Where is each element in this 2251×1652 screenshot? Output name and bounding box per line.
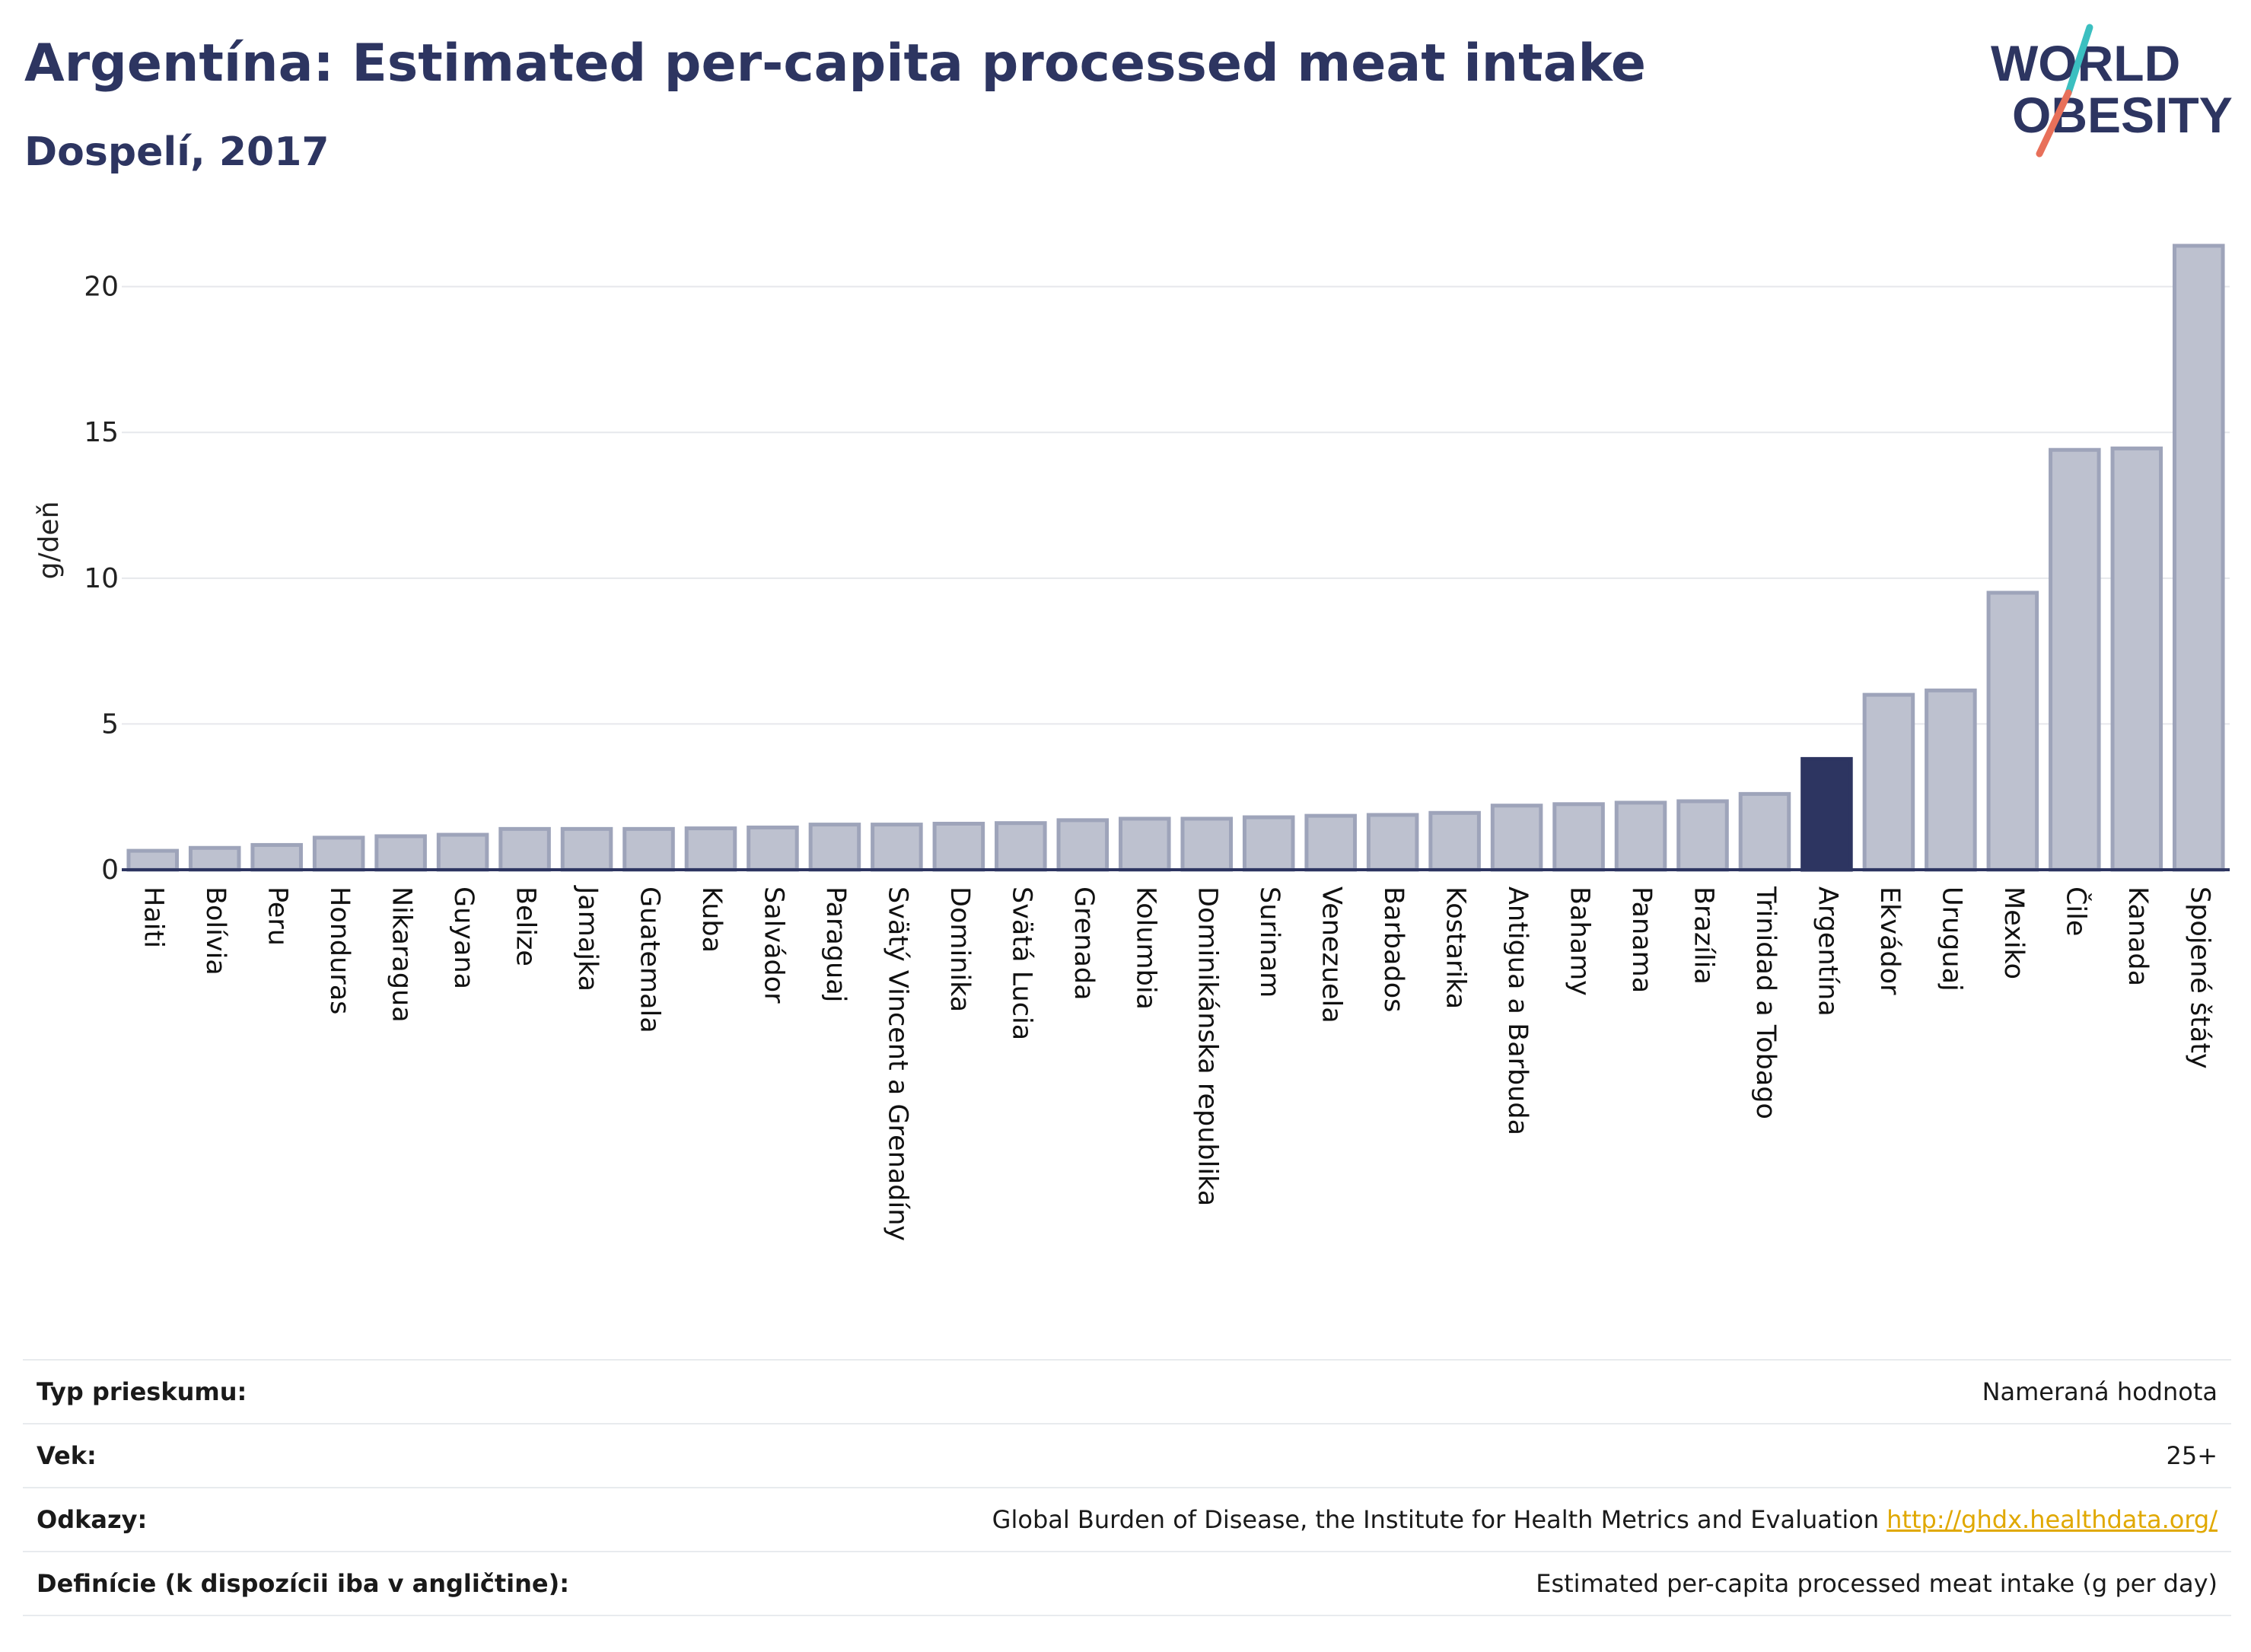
bar-salvádor[interactable] [747,825,799,872]
info-key: Odkazy: [37,1505,148,1534]
x-tick-label: Barbados [1378,886,1409,1012]
y-tick-label: 15 [84,417,119,448]
bar-kolumbia[interactable] [1118,816,1171,872]
bar-brazília[interactable] [1676,799,1729,872]
x-tick-label: Kuba [696,886,727,953]
bar-grenada[interactable] [1056,818,1110,872]
info-value: 25+ [2166,1441,2218,1470]
bars-layer [122,244,2230,872]
x-tick-label: Peru [263,886,293,946]
bar-honduras[interactable] [312,836,365,872]
x-tick-label: Uruguaj [1936,886,1966,992]
world-obesity-logo: WORLD OBESITY [1991,24,2233,158]
x-tick-label: Venezuela [1317,886,1347,1023]
x-tick-label: Kostarika [1441,886,1471,1009]
x-tick-label: Dominika [944,886,975,1012]
y-tick-label: 10 [84,563,119,594]
reference-link[interactable]: http://ghdx.healthdata.org/ [1886,1505,2218,1534]
x-tick-label: Surinam [1254,886,1285,998]
x-tick-label: Guatemala [635,886,665,1033]
bar-guatemala[interactable] [622,826,675,872]
x-tick-labels: Haiti Bolívia Peru Honduras Nikaragua Guyana B… [138,885,2215,1241]
info-row-references: Odkazy: Global Burden of Disease, the In… [23,1488,2231,1552]
x-tick-label: Guyana [448,886,479,989]
info-value-wrap: Global Burden of Disease, the Institute … [992,1505,2218,1534]
bar-nikaragua[interactable] [374,834,427,872]
bar-panama[interactable] [1614,801,1667,872]
bar-uruguaj[interactable] [1925,688,1977,872]
bar-svätá-lucia[interactable] [995,821,1047,872]
x-tick-label: Kolumbia [1130,886,1161,1010]
x-tick-label: Jamajka [572,885,603,992]
x-tick-label: Dominikánska republika [1192,886,1223,1206]
info-row-age: Vek: 25+ [23,1424,2231,1488]
x-tick-label: Antigua a Barbuda [1502,886,1533,1135]
bar-belize[interactable] [498,826,551,872]
bar-kostarika[interactable] [1428,810,1481,872]
bar-dominikánska-republika[interactable] [1180,816,1234,872]
x-tick-label: Brazília [1689,886,1719,985]
info-row-definitions: Definície (k dispozícii iba v angličtine… [23,1552,2231,1616]
x-tick-label: Svätá Lucia [1006,886,1036,1040]
bar-jamajka[interactable] [560,826,613,872]
x-tick-label: Čile [2060,886,2092,936]
bar-surinam[interactable] [1242,815,1295,872]
x-tick-label: Haiti [138,886,169,948]
x-tick-label: Ekvádor [1874,886,1905,995]
y-tick-label: 20 [84,272,119,303]
x-tick-label: Grenada [1068,886,1099,1001]
bar-guyana[interactable] [436,832,489,872]
info-value: Nameraná hodnota [1982,1377,2218,1406]
info-key: Vek: [37,1441,97,1470]
x-tick-label: Bolívia [200,886,231,976]
x-tick-label: Trinidad a Tobago [1750,886,1781,1119]
x-tick-label: Svätý Vincent a Grenadíny [882,886,912,1241]
logo-slash-teal [2065,24,2093,97]
bar-haiti[interactable] [126,848,180,872]
x-tick-label: Honduras [324,886,355,1014]
x-tick-label: Paraguaj [820,886,851,1002]
bar-antigua-a-barbuda[interactable] [1490,804,1543,872]
info-value: Estimated per-capita processed meat inta… [1536,1569,2218,1598]
bar-paraguaj[interactable] [808,823,861,872]
bar-mexiko[interactable] [1986,590,2039,872]
y-tick-label: 5 [101,708,119,740]
bar-barbados[interactable] [1366,813,1419,872]
info-table: Typ prieskumu: Nameraná hodnota Vek: 25+… [23,1359,2231,1616]
x-tick-label: Nikaragua [387,886,417,1023]
x-tick-label: Belize [511,886,541,966]
x-tick-label: Kanada [2122,886,2153,986]
bar-peru[interactable] [250,842,303,872]
bar-venezuela[interactable] [1304,813,1357,872]
y-tick-label: 0 [101,855,119,886]
x-tick-label: Panama [1626,886,1657,993]
x-tick-label: Salvádor [758,886,788,1004]
x-tick-label: Bahamy [1565,886,1595,996]
bar-bolívia[interactable] [188,845,241,872]
bar-čile[interactable] [2049,447,2101,872]
x-tick-label: Spojené štáty [2184,886,2214,1069]
bar-argentína[interactable] [1800,756,1853,872]
bar-trinidad-a-tobago[interactable] [1738,791,1791,872]
x-tick-label: Argentína [1812,886,1842,1017]
info-row-survey-type: Typ prieskumu: Nameraná hodnota [23,1359,2231,1424]
page-title: Argentína: Estimated per-capita processe… [24,33,1647,94]
logo-slash-coral [2036,89,2072,158]
info-key: Definície (k dispozícii iba v angličtine… [37,1569,569,1598]
x-tick-label: Mexiko [1998,886,2029,979]
bar-spojené-štáty[interactable] [2172,244,2225,872]
bar-svätý-vincent-a-grenadíny[interactable] [871,823,923,872]
bar-bahamy[interactable] [1552,802,1605,872]
bar-chart: 0 5 10 15 20 Haiti Bolívia Peru Honduras Nikarag… [33,244,2230,1241]
page-subtitle: Dospelí, 2017 [24,129,330,175]
bar-dominika[interactable] [932,821,985,872]
bar-ekvádor[interactable] [1862,692,1915,872]
y-axis-label: g/deň [33,501,65,580]
info-value: Global Burden of Disease, the Institute … [992,1505,1880,1534]
bar-kuba[interactable] [684,826,737,872]
bar-kanada[interactable] [2110,446,2163,872]
info-key: Typ prieskumu: [37,1377,247,1406]
